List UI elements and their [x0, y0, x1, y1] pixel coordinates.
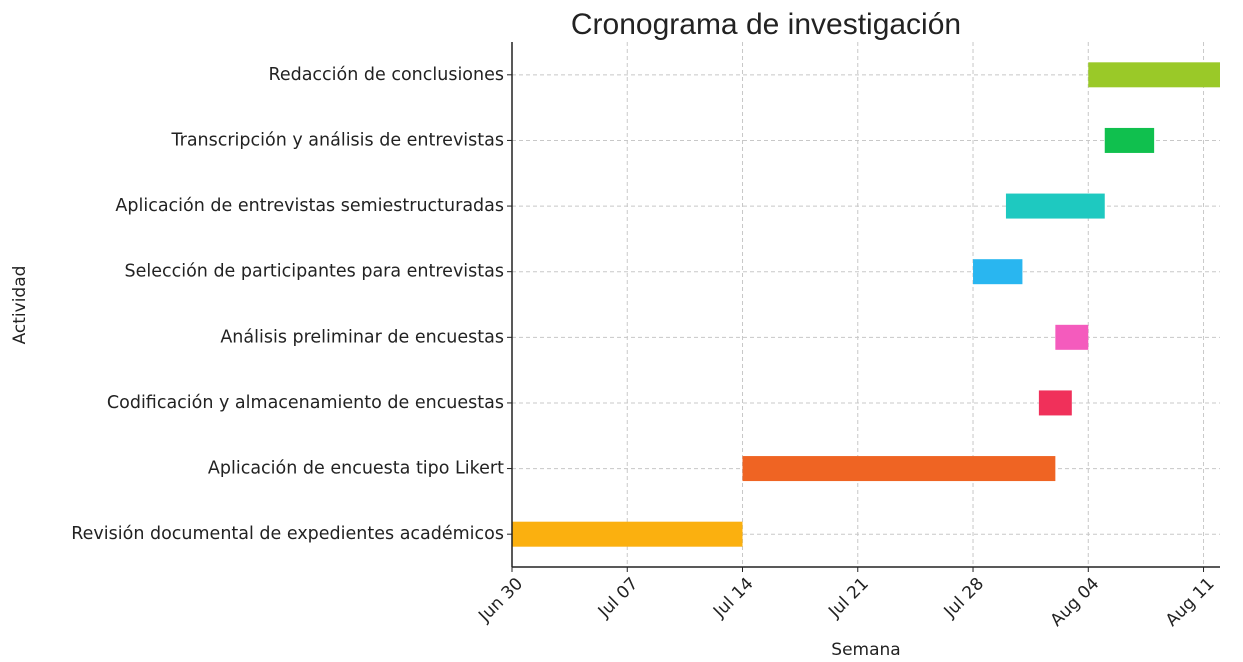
bar [1055, 324, 1089, 350]
bar [973, 259, 1023, 285]
bar [742, 456, 1056, 482]
x-tick-label: Jul 28 [940, 574, 988, 622]
y-tick-label: Aplicación de encuesta tipo Likert [208, 459, 504, 479]
y-tick-label: Aplicación de entrevistas semiestructura… [115, 196, 504, 216]
x-axis-label: Semana [831, 640, 900, 660]
x-tick-label: Jun 30 [474, 574, 527, 627]
bar [1104, 127, 1155, 153]
bar [1038, 390, 1072, 416]
y-tick-label: Transcripción y análisis de entrevistas [171, 130, 505, 150]
y-tick-label: Redacción de conclusiones [268, 65, 504, 85]
y-tick-label: Codificación y almacenamiento de encuest… [107, 393, 504, 413]
x-tick-label: Aug 04 [1047, 574, 1104, 631]
y-axis-label: Actividad [10, 266, 30, 345]
x-tick-label: Aug 11 [1162, 574, 1219, 631]
y-tick-label: Análisis preliminar de encuestas [220, 327, 504, 347]
x-tick-label: Jul 21 [824, 574, 872, 622]
bar [1088, 62, 1220, 88]
y-tick-label: Revisión documental de expedientes acadé… [71, 524, 504, 544]
chart-title: Cronograma de investigación [571, 8, 961, 41]
bar [1005, 193, 1105, 219]
y-tick-label: Selección de participantes para entrevis… [124, 262, 504, 282]
x-tick-label: Jul 14 [709, 574, 757, 622]
x-tick-label: Jul 07 [594, 574, 642, 622]
bar [512, 521, 743, 547]
